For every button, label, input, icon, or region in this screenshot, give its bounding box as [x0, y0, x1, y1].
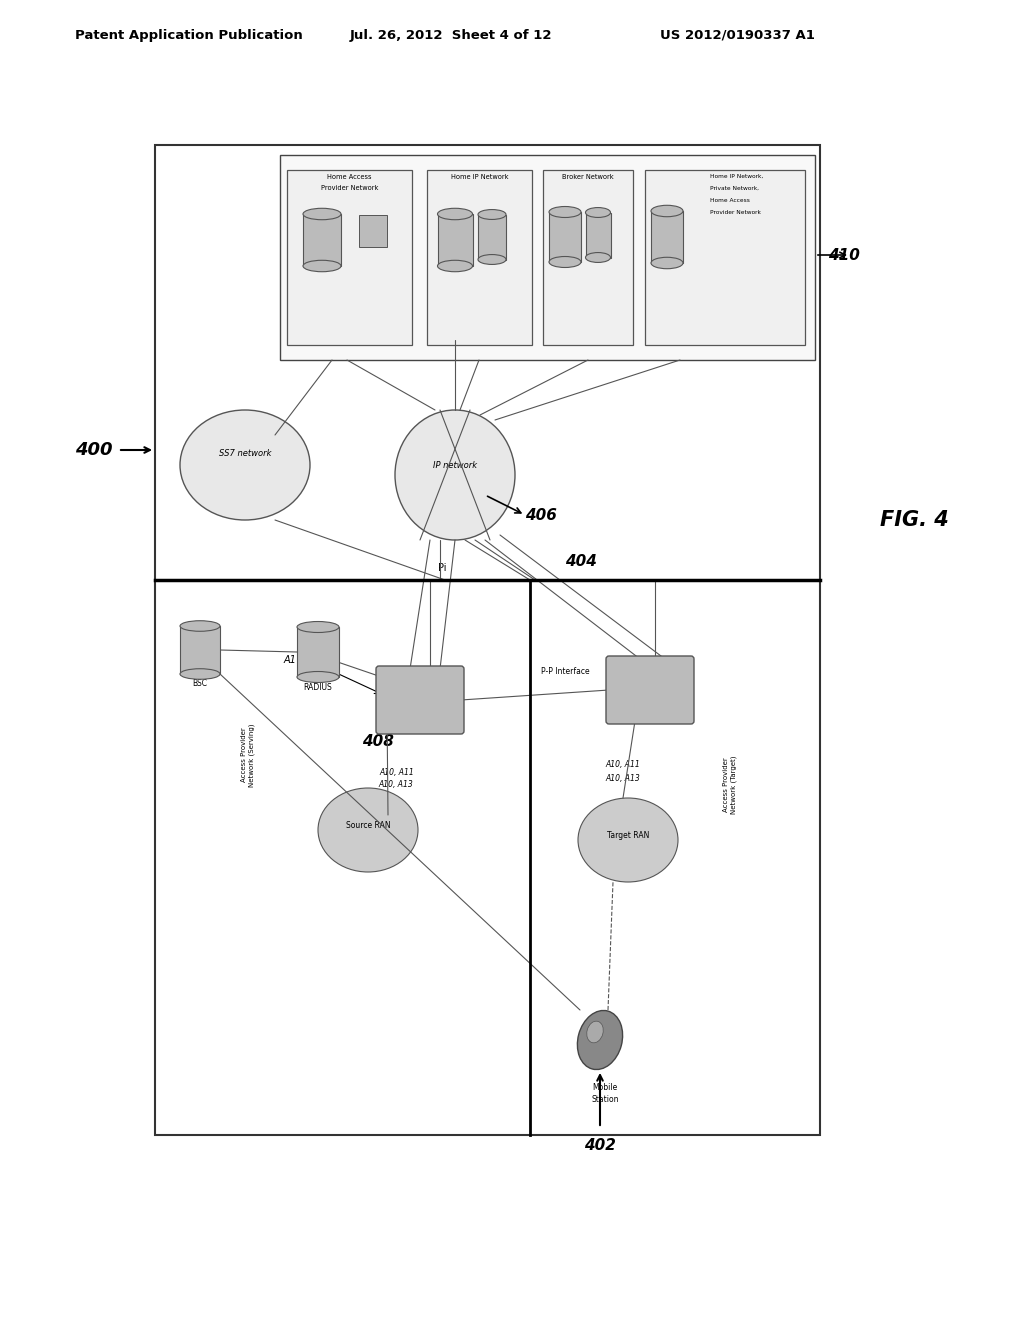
Text: IP network: IP network: [433, 461, 477, 470]
Text: P-P Interface: P-P Interface: [541, 668, 590, 676]
Text: SS7 network: SS7 network: [219, 449, 271, 458]
Text: Pi: Pi: [437, 564, 446, 573]
Ellipse shape: [180, 411, 310, 520]
Bar: [287, 170, 412, 345]
Bar: [586, 213, 610, 257]
Text: US 2012/0190337 A1: US 2012/0190337 A1: [660, 29, 815, 41]
Text: BSC: BSC: [193, 680, 208, 689]
Text: A1: A1: [284, 655, 296, 665]
Ellipse shape: [478, 210, 506, 219]
Text: FIG. 4: FIG. 4: [880, 510, 949, 531]
Ellipse shape: [587, 1022, 603, 1043]
Ellipse shape: [549, 206, 581, 218]
Text: Provider Network: Provider Network: [321, 185, 378, 191]
Text: Patent Application Publication: Patent Application Publication: [75, 29, 303, 41]
Ellipse shape: [318, 788, 418, 873]
Text: 400: 400: [75, 441, 113, 459]
Bar: [303, 214, 341, 267]
Bar: [478, 214, 506, 260]
Ellipse shape: [437, 260, 472, 272]
Ellipse shape: [549, 256, 581, 268]
Text: A10, A11: A10, A11: [605, 760, 640, 770]
Text: A10, A11: A10, A11: [380, 767, 415, 776]
Text: Station: Station: [591, 1094, 618, 1104]
Text: Provider Network: Provider Network: [710, 210, 761, 215]
Bar: [155, 145, 820, 1135]
Ellipse shape: [578, 1011, 623, 1069]
Bar: [543, 170, 633, 345]
Bar: [280, 154, 815, 360]
Text: Source RAN: Source RAN: [346, 821, 390, 830]
Bar: [427, 170, 532, 345]
Text: Home Access: Home Access: [328, 174, 372, 180]
FancyBboxPatch shape: [376, 667, 464, 734]
Ellipse shape: [478, 255, 506, 264]
Text: Mobile: Mobile: [592, 1084, 617, 1093]
Text: Jul. 26, 2012  Sheet 4 of 12: Jul. 26, 2012 Sheet 4 of 12: [350, 29, 553, 41]
Ellipse shape: [578, 799, 678, 882]
Text: 408: 408: [362, 734, 394, 750]
Text: Broker Network: Broker Network: [562, 174, 613, 180]
Text: A10, A13: A10, A13: [379, 780, 414, 789]
Ellipse shape: [586, 207, 610, 218]
Text: Home Access: Home Access: [710, 198, 750, 203]
Text: A10, A13: A10, A13: [605, 774, 640, 783]
Text: 406: 406: [525, 507, 557, 523]
Ellipse shape: [651, 257, 683, 269]
Bar: [645, 170, 805, 345]
Ellipse shape: [651, 206, 683, 216]
Text: Home IP Network,: Home IP Network,: [710, 174, 763, 180]
Ellipse shape: [180, 669, 220, 680]
Ellipse shape: [586, 252, 610, 263]
Text: Private Network,: Private Network,: [710, 186, 759, 191]
Bar: [549, 213, 581, 261]
Ellipse shape: [395, 411, 515, 540]
Ellipse shape: [297, 672, 339, 682]
Text: 404: 404: [565, 554, 597, 569]
Text: 410: 410: [828, 248, 860, 263]
FancyBboxPatch shape: [606, 656, 694, 723]
Text: Home IP Network: Home IP Network: [451, 174, 508, 180]
Text: 402: 402: [584, 1138, 616, 1152]
Text: Access Provider
Network (Serving): Access Provider Network (Serving): [242, 723, 255, 787]
Text: RADIUS: RADIUS: [304, 682, 333, 692]
Text: Target RAN: Target RAN: [607, 832, 649, 841]
Ellipse shape: [180, 620, 220, 631]
Ellipse shape: [303, 209, 341, 219]
Ellipse shape: [303, 260, 341, 272]
Bar: [180, 626, 220, 675]
Bar: [297, 627, 339, 677]
Bar: [651, 211, 683, 263]
Text: Access Provider
Network (Target): Access Provider Network (Target): [723, 756, 736, 814]
Text: Serving PDSN: Serving PDSN: [396, 677, 443, 682]
Ellipse shape: [437, 209, 472, 219]
Bar: [359, 215, 387, 247]
Text: Target PDSN: Target PDSN: [629, 667, 672, 673]
Ellipse shape: [297, 622, 339, 632]
Bar: [437, 214, 472, 267]
